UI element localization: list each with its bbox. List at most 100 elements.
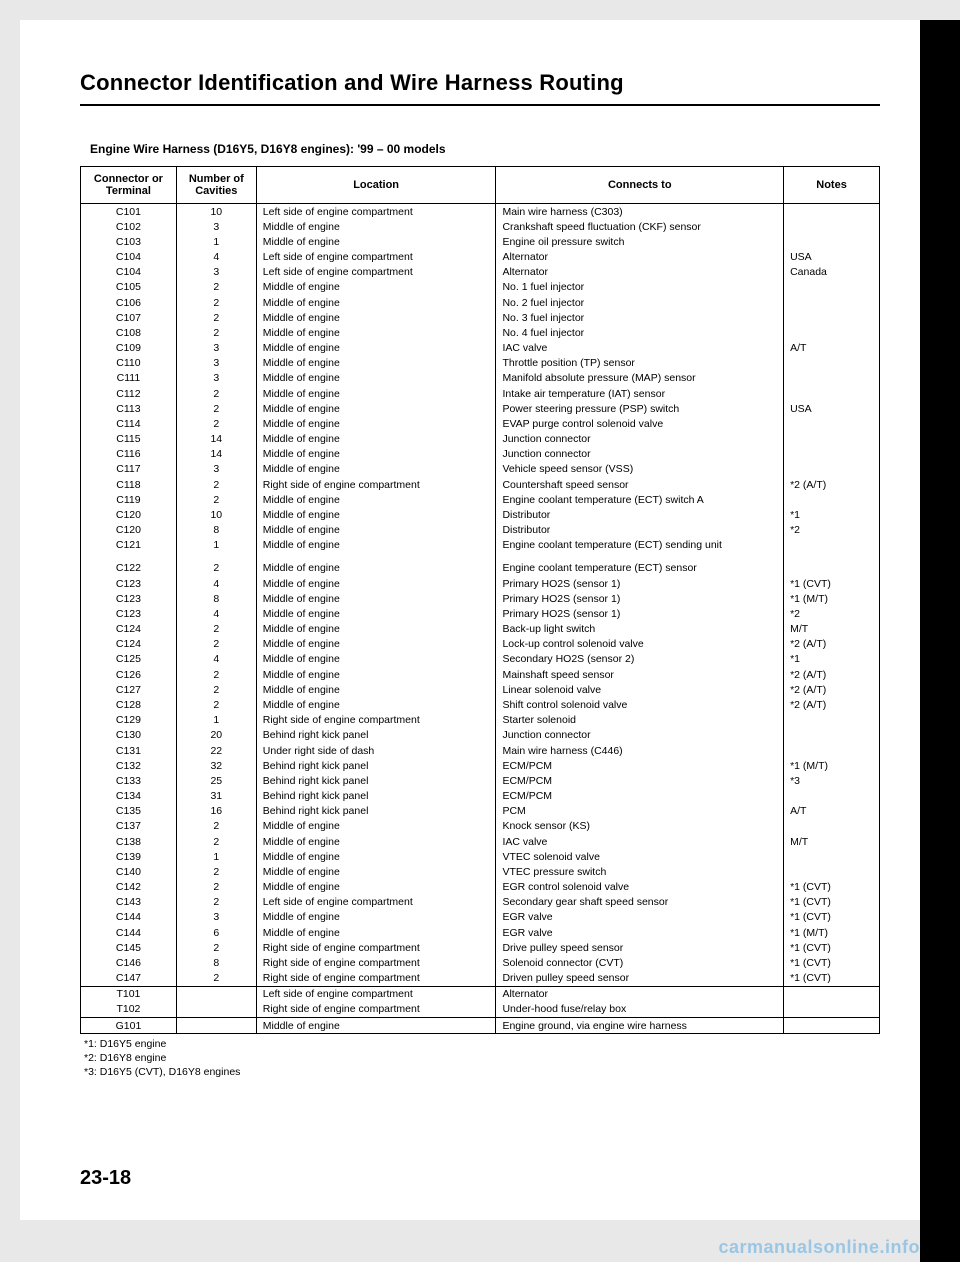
- cell-connects-to: Throttle position (TP) sensor: [496, 356, 784, 371]
- cell-notes: USA: [784, 401, 880, 416]
- cell-connects-to: Countershaft speed sensor: [496, 477, 784, 492]
- cell-connector: C104: [81, 265, 177, 280]
- cell-location: Middle of engine: [256, 219, 496, 234]
- cell-location: Middle of engine: [256, 538, 496, 553]
- cell-location: Middle of engine: [256, 698, 496, 713]
- cell-notes: Canada: [784, 265, 880, 280]
- table-row: C1043Left side of engine compartmentAlte…: [81, 265, 880, 280]
- cell-connector: C118: [81, 477, 177, 492]
- cell-connects-to: Primary HO2S (sensor 1): [496, 606, 784, 621]
- cell-connects-to: EGR control solenoid valve: [496, 880, 784, 895]
- table-row: C1211Middle of engineEngine coolant temp…: [81, 538, 880, 553]
- cell-connects-to: Knock sensor (KS): [496, 819, 784, 834]
- cell-notes: [784, 864, 880, 879]
- cell-cavities: 8: [176, 591, 256, 606]
- cell-connects-to: No. 2 fuel injector: [496, 295, 784, 310]
- cell-connects-to: ECM/PCM: [496, 789, 784, 804]
- cell-location: Right side of engine compartment: [256, 1002, 496, 1018]
- cell-cavities: 14: [176, 447, 256, 462]
- cell-connects-to: Driven pulley speed sensor: [496, 971, 784, 987]
- cell-cavities: 3: [176, 356, 256, 371]
- cell-cavities: 2: [176, 477, 256, 492]
- cell-connects-to: EGR valve: [496, 925, 784, 940]
- cell-location: Middle of engine: [256, 910, 496, 925]
- table-row: C1062Middle of engineNo. 2 fuel injector: [81, 295, 880, 310]
- cell-cavities: 8: [176, 523, 256, 538]
- cell-cavities: 2: [176, 819, 256, 834]
- cell-location: Middle of engine: [256, 925, 496, 940]
- cell-connector: C144: [81, 910, 177, 925]
- cell-connects-to: Secondary HO2S (sensor 2): [496, 652, 784, 667]
- cell-location: Middle of engine: [256, 401, 496, 416]
- table-body-terminals: T101Left side of engine compartmentAlter…: [81, 986, 880, 1017]
- cell-connector: C111: [81, 371, 177, 386]
- table-row: C1272Middle of engineLinear solenoid val…: [81, 682, 880, 697]
- table-row: G101Middle of engineEngine ground, via e…: [81, 1018, 880, 1034]
- cell-connector: C124: [81, 637, 177, 652]
- cell-notes: *3: [784, 773, 880, 788]
- cell-cavities: 25: [176, 773, 256, 788]
- cell-location: Left side of engine compartment: [256, 986, 496, 1002]
- cell-notes: M/T: [784, 622, 880, 637]
- table-row: C1122Middle of engineIntake air temperat…: [81, 386, 880, 401]
- table-row: C13431Behind right kick panelECM/PCM: [81, 789, 880, 804]
- cell-location: Left side of engine compartment: [256, 250, 496, 265]
- cell-notes: [784, 713, 880, 728]
- cell-cavities: 3: [176, 910, 256, 925]
- table-row: C13516Behind right kick panelPCMA/T: [81, 804, 880, 819]
- cell-notes: *1 (CVT): [784, 880, 880, 895]
- cell-notes: [784, 280, 880, 295]
- table-row: C1391Middle of engineVTEC solenoid valve: [81, 849, 880, 864]
- cell-cavities: 32: [176, 758, 256, 773]
- cell-location: Middle of engine: [256, 447, 496, 462]
- cell-cavities: 2: [176, 880, 256, 895]
- cell-notes: *2 (A/T): [784, 477, 880, 492]
- cell-notes: USA: [784, 250, 880, 265]
- cell-connects-to: Back-up light switch: [496, 622, 784, 637]
- cell-notes: *2: [784, 523, 880, 538]
- table-row: C1208Middle of engineDistributor*2: [81, 523, 880, 538]
- cell-cavities: 10: [176, 507, 256, 522]
- table-row: C1452Right side of engine compartmentDri…: [81, 940, 880, 955]
- cell-cavities: 16: [176, 804, 256, 819]
- cell-notes: [784, 416, 880, 431]
- cell-connector: C109: [81, 341, 177, 356]
- cell-connects-to: No. 1 fuel injector: [496, 280, 784, 295]
- cell-cavities: 4: [176, 250, 256, 265]
- cell-connector: C125: [81, 652, 177, 667]
- cell-cavities: 2: [176, 667, 256, 682]
- cell-connector: C116: [81, 447, 177, 462]
- watermark: carmanualsonline.info: [718, 1237, 920, 1258]
- cell-notes: [784, 789, 880, 804]
- cell-location: Middle of engine: [256, 492, 496, 507]
- table-row: C11514Middle of engineJunction connector: [81, 432, 880, 447]
- table-row: C1422Middle of engineEGR control solenoi…: [81, 880, 880, 895]
- cell-location: Behind right kick panel: [256, 728, 496, 743]
- cell-connector: C129: [81, 713, 177, 728]
- table-row: C1142Middle of engineEVAP purge control …: [81, 416, 880, 431]
- cell-cavities: 2: [176, 280, 256, 295]
- cell-connects-to: Shift control solenoid valve: [496, 698, 784, 713]
- table-row: C13020Behind right kick panelJunction co…: [81, 728, 880, 743]
- cell-connector: C113: [81, 401, 177, 416]
- page-container: Connector Identification and Wire Harnes…: [20, 20, 920, 1220]
- table-row: C1238Middle of enginePrimary HO2S (senso…: [81, 591, 880, 606]
- cell-notes: *1 (CVT): [784, 955, 880, 970]
- table-row: C10110Left side of engine compartmentMai…: [81, 204, 880, 220]
- table-row: C1282Middle of engineShift control solen…: [81, 698, 880, 713]
- table-row: C1291Right side of engine compartmentSta…: [81, 713, 880, 728]
- cell-connects-to: Mainshaft speed sensor: [496, 667, 784, 682]
- cell-connector: C120: [81, 523, 177, 538]
- table-row: C1262Middle of engineMainshaft speed sen…: [81, 667, 880, 682]
- cell-location: Middle of engine: [256, 386, 496, 401]
- cell-cavities: 2: [176, 295, 256, 310]
- cell-location: Behind right kick panel: [256, 804, 496, 819]
- cell-location: Middle of engine: [256, 622, 496, 637]
- cell-notes: [784, 310, 880, 325]
- cell-cavities: 2: [176, 940, 256, 955]
- cell-location: Middle of engine: [256, 371, 496, 386]
- cell-connector: C123: [81, 591, 177, 606]
- cell-notes: [784, 386, 880, 401]
- cell-notes: [784, 819, 880, 834]
- cell-connects-to: Engine coolant temperature (ECT) sending…: [496, 538, 784, 553]
